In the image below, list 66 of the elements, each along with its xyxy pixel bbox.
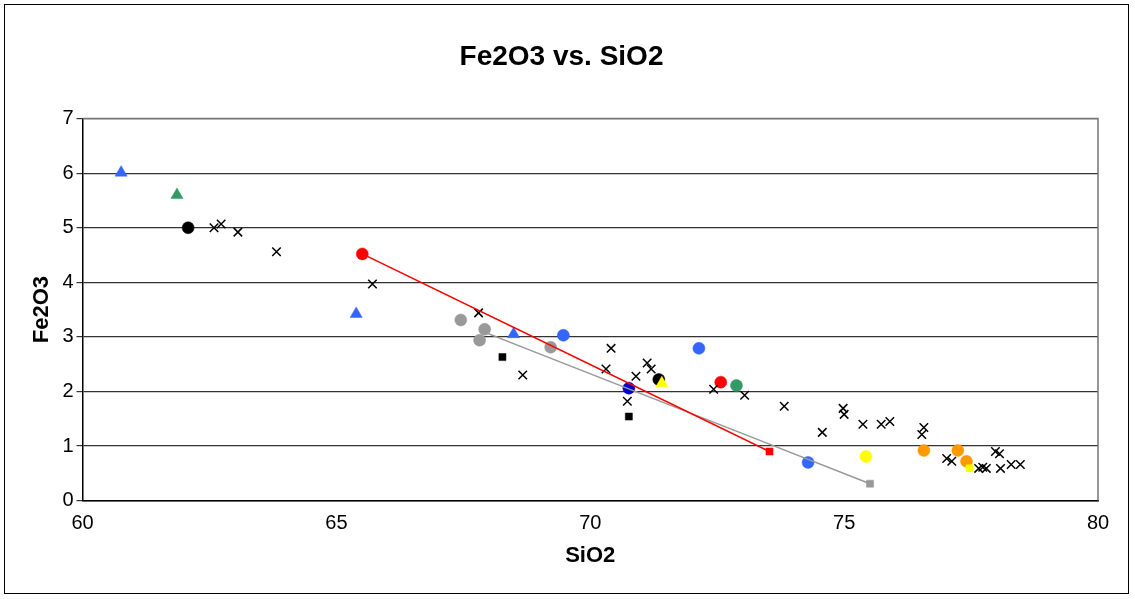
point (994, 448, 1005, 459)
y-tick-label: 0 (62, 488, 74, 511)
y-tick-label: 7 (62, 106, 74, 129)
point (817, 427, 828, 438)
point (601, 364, 611, 375)
x-tick-label: 65 (325, 511, 348, 534)
point (941, 453, 952, 464)
point (951, 444, 965, 457)
y-tick-label: 6 (62, 160, 74, 183)
point (630, 371, 641, 382)
point (349, 306, 363, 318)
y-tick-label: 3 (62, 324, 74, 347)
point (965, 464, 974, 473)
x-axis-title: SiO2 (565, 541, 616, 567)
point (1006, 459, 1017, 470)
point (1015, 459, 1026, 470)
point (990, 446, 1001, 457)
point (917, 444, 931, 457)
point (232, 227, 243, 238)
point (356, 247, 369, 261)
point (995, 463, 1006, 474)
point (606, 343, 617, 354)
point (739, 390, 750, 401)
x-tick-label: 60 (71, 511, 94, 534)
point (646, 364, 657, 375)
point (622, 396, 633, 407)
x-tick-label: 80 (1086, 511, 1110, 534)
point (946, 456, 957, 467)
point (454, 313, 468, 327)
point (473, 307, 484, 318)
point (625, 412, 633, 421)
point (866, 479, 874, 488)
point (730, 379, 743, 392)
point (884, 416, 895, 427)
point (367, 278, 378, 289)
y-tick-label: 5 (62, 215, 74, 238)
x-tick-label: 75 (833, 511, 856, 534)
point (498, 353, 507, 361)
y-tick-label: 1 (62, 433, 74, 456)
point (181, 221, 195, 234)
point (271, 246, 282, 257)
point (981, 463, 992, 474)
chart-title: Fe2O3 vs. SiO2 (459, 39, 664, 71)
point (857, 419, 868, 430)
point (973, 463, 984, 474)
point (977, 462, 988, 473)
point (876, 419, 887, 430)
point (216, 218, 227, 229)
point (714, 375, 727, 389)
point (692, 342, 706, 355)
point (765, 447, 774, 456)
point (708, 384, 719, 395)
point (557, 329, 570, 342)
x-tick-label: 70 (579, 511, 602, 534)
point (114, 165, 128, 177)
point (779, 401, 790, 412)
y-tick-label: 4 (62, 269, 74, 292)
point (209, 222, 220, 233)
point (642, 358, 653, 369)
point (170, 187, 184, 199)
point (859, 450, 873, 463)
y-tick-label: 2 (62, 378, 74, 401)
point (478, 323, 491, 336)
point (473, 333, 486, 347)
point (517, 370, 528, 381)
y-axis-title: Fe2O3 (28, 275, 54, 344)
